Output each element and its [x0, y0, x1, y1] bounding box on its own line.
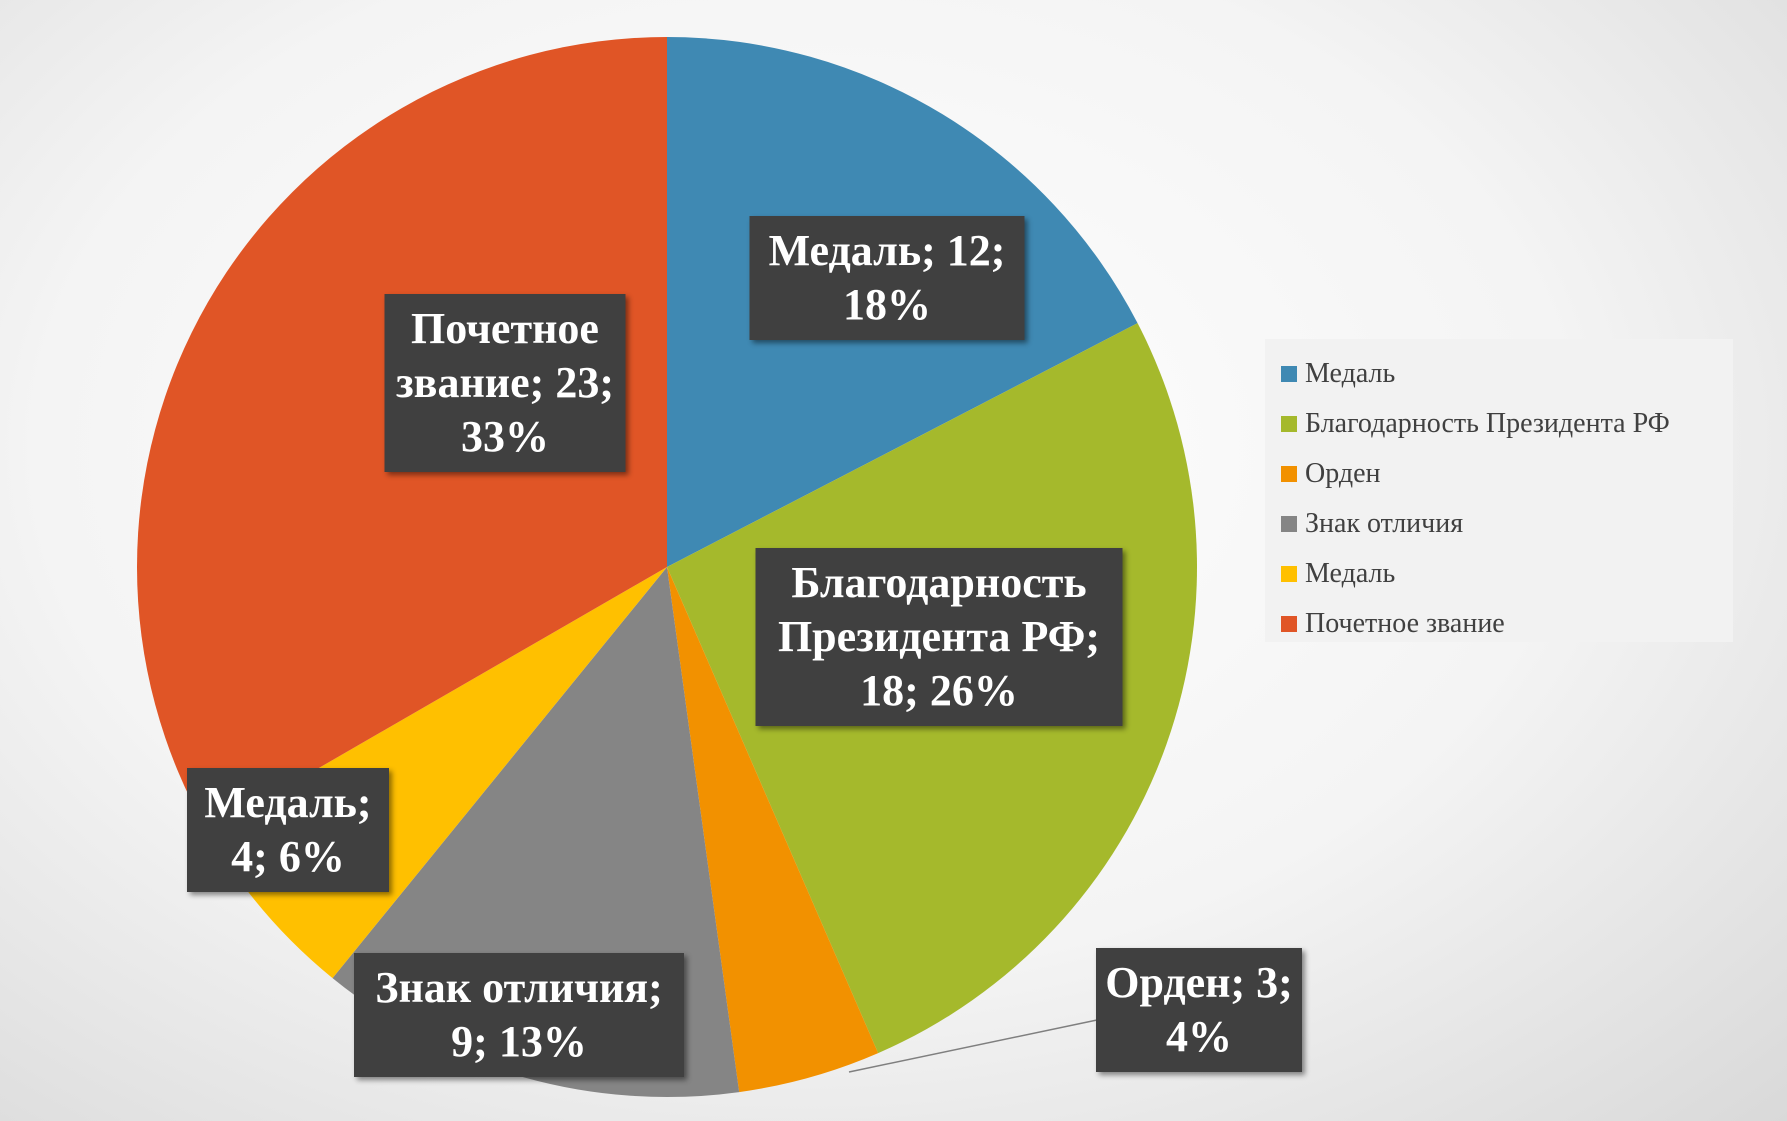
legend-entry: Орден — [1281, 449, 1717, 499]
data-label: Благодарность Президента РФ; 18; 26% — [755, 548, 1123, 726]
legend-swatch — [1281, 566, 1297, 582]
legend: Медаль Благодарность Президента РФ Орден Зн… — [1265, 339, 1733, 642]
legend-swatch — [1281, 516, 1297, 532]
legend-swatch — [1281, 366, 1297, 382]
legend-label: Медаль — [1305, 558, 1396, 589]
data-label: Знак отличия; 9; 13% — [354, 953, 684, 1077]
legend-label: Благодарность Президента РФ — [1305, 408, 1670, 439]
legend-swatch — [1281, 466, 1297, 482]
data-label: Орден; 3; 4% — [1096, 948, 1302, 1072]
legend-label: Медаль — [1305, 358, 1396, 389]
legend-entry: Благодарность Президента РФ — [1281, 399, 1717, 449]
data-label: Медаль; 12; 18% — [749, 216, 1025, 340]
data-label: Почетное звание; 23; 33% — [384, 294, 626, 472]
legend-entry: Медаль — [1281, 549, 1717, 599]
data-label: Медаль; 4; 6% — [187, 768, 389, 892]
legend-entry: Знак отличия — [1281, 499, 1717, 549]
legend-entry: Почетное звание — [1281, 599, 1717, 649]
legend-swatch — [1281, 416, 1297, 432]
legend-entry: Медаль — [1281, 349, 1717, 399]
leader-line — [848, 1019, 1098, 1073]
pie-slice — [667, 567, 879, 1093]
legend-label: Знак отличия — [1305, 508, 1464, 539]
legend-swatch — [1281, 616, 1297, 632]
legend-label: Почетное звание — [1305, 608, 1505, 639]
legend-label: Орден — [1305, 458, 1381, 489]
